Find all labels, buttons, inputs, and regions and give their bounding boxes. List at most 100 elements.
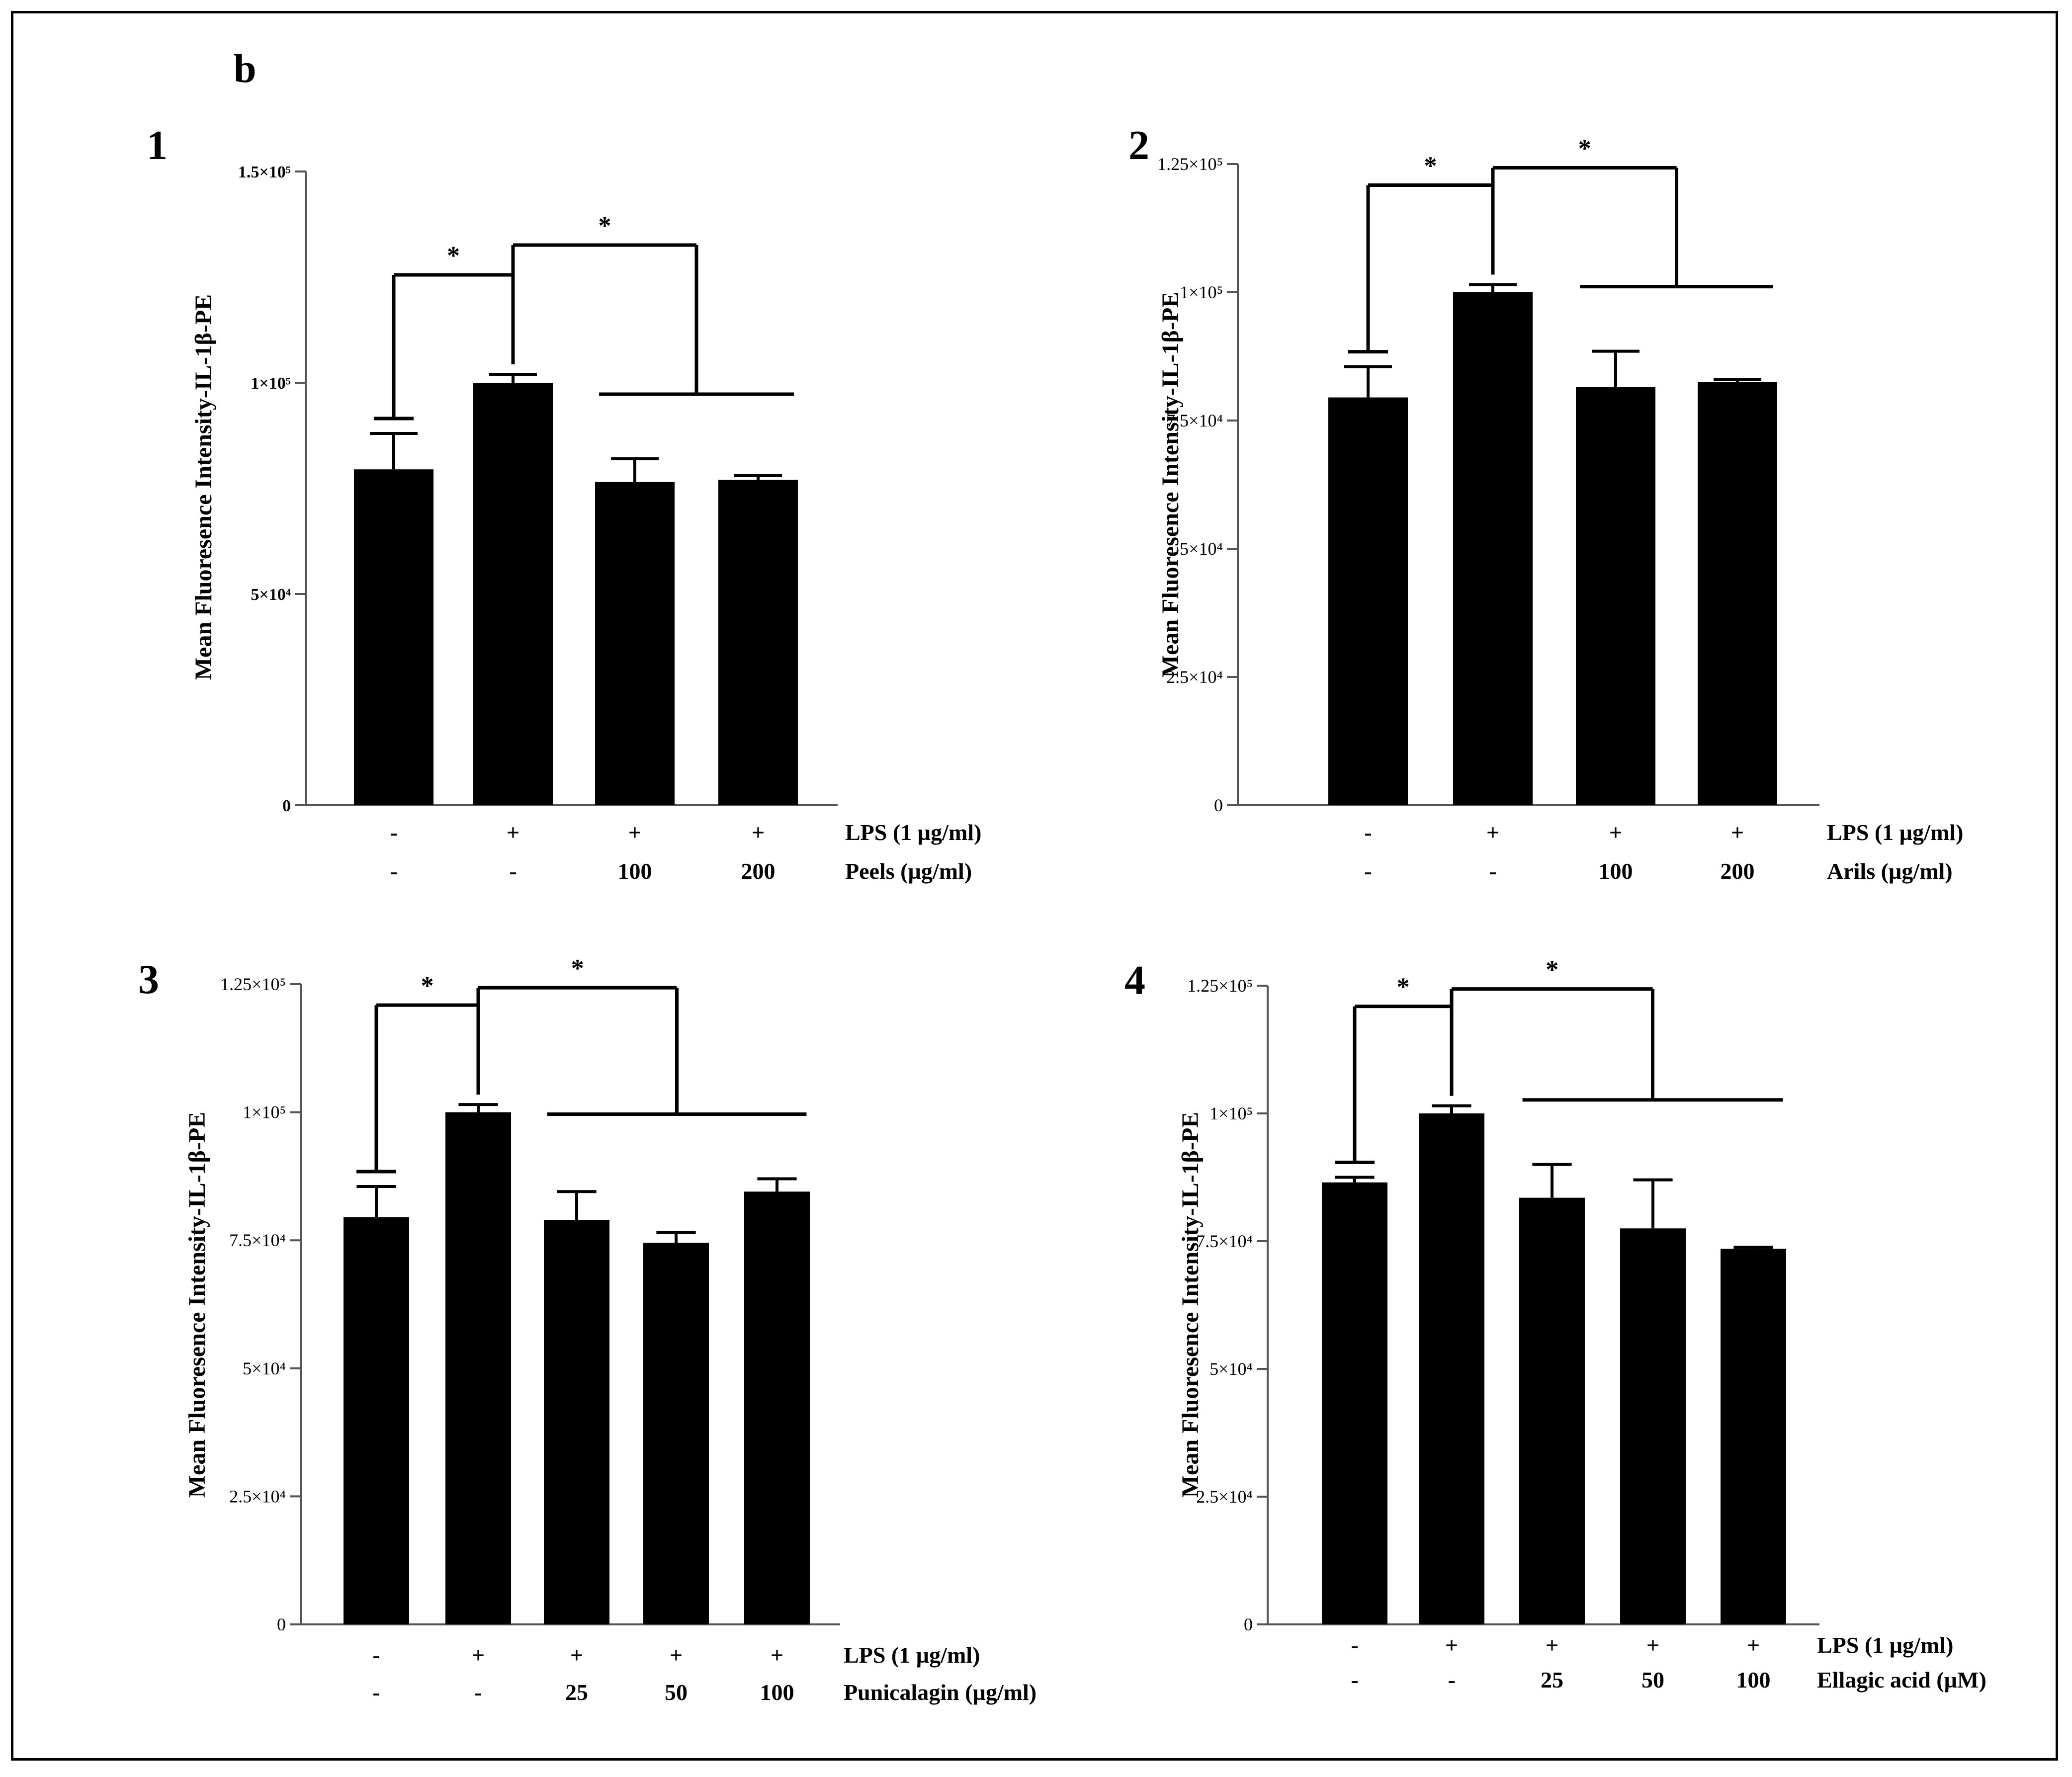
y-tick-label: 0: [277, 1614, 286, 1634]
x-row-cell: +: [570, 1642, 583, 1668]
x-row-cell: +: [670, 1642, 683, 1668]
y-axis-label: Mean Fluoresence Intensity-IL-1β-PE: [190, 294, 217, 680]
y-tick-label: 5×10⁴: [1180, 539, 1223, 559]
bar: [354, 469, 433, 805]
bar: [1419, 1113, 1484, 1624]
chart-panel-4: 4 0 2.5×10⁴ 5×10⁴ 7.5×10⁴ 1×10⁵ 1.25×10⁵ Mean F…: [1124, 956, 1986, 1692]
x-row-label: Ellagic acid (µM): [1817, 1667, 1986, 1692]
x-row-cell: +: [1747, 1632, 1760, 1658]
x-row-cell: +: [1609, 820, 1622, 845]
sig-star: *: [421, 972, 434, 1000]
x-row-cell: +: [752, 820, 765, 845]
charts-group: 1 0 5×10⁴ 1×10⁵ 1.5×10⁵ Mean Fluoresence Inte…: [138, 122, 1986, 1705]
y-tick-label: 1.5×10⁵: [238, 163, 291, 181]
panel-number: 3: [138, 956, 159, 1003]
y-tick-label: 7.5×10⁴: [1196, 1231, 1253, 1251]
panel-number: 4: [1124, 957, 1145, 1004]
figure-frame: [11, 11, 2058, 1761]
figure-label: b: [234, 46, 257, 91]
y-tick-label: 0: [1244, 1614, 1253, 1634]
sig-star: *: [571, 954, 584, 983]
x-row-cell: -: [390, 820, 397, 845]
x-row-cell: 50: [665, 1680, 688, 1705]
x-row-cell: +: [1445, 1632, 1458, 1658]
x-row-cell: +: [628, 820, 641, 845]
x-row-cell: -: [372, 1642, 380, 1668]
sig-star: *: [1546, 956, 1558, 984]
y-tick-label: 7.5×10⁴: [1166, 411, 1223, 430]
bar: [344, 1217, 409, 1624]
x-row-cell: 100: [760, 1680, 794, 1705]
x-row-cell: 200: [741, 858, 776, 884]
x-row-cell: 100: [1736, 1667, 1771, 1692]
y-tick-label: 1×10⁵: [243, 1102, 286, 1122]
x-row-cell: +: [1546, 1632, 1558, 1658]
bar: [1322, 1182, 1387, 1624]
sig-star: *: [1397, 973, 1410, 1002]
y-tick-label: 1×10⁵: [1209, 1103, 1253, 1123]
chart-panel-2: 2 0 2.5×10⁴ 5×10⁴ 7.5×10⁴ 1×10⁵ 1.25×10⁵ Mean F…: [1128, 122, 1963, 884]
x-row-cell: 100: [1599, 858, 1633, 884]
y-tick-label: 1.25×10⁵: [1157, 154, 1223, 174]
x-row-cell: 100: [618, 858, 652, 884]
bar: [718, 480, 798, 805]
x-row-cell: -: [1448, 1667, 1455, 1692]
sig-star: *: [1424, 152, 1437, 180]
sig-star: *: [447, 242, 460, 270]
sig-star: *: [1578, 135, 1591, 163]
y-tick-label: 2.5×10⁴: [1196, 1487, 1253, 1507]
chart-panel-1: 1 0 5×10⁴ 1×10⁵ 1.5×10⁵ Mean Fluoresence Inte…: [147, 122, 981, 884]
x-row-cell: 25: [565, 1680, 588, 1705]
bar: [1721, 1249, 1786, 1624]
x-row-cell: +: [507, 820, 519, 845]
x-row-cell: -: [372, 1680, 380, 1705]
y-tick-label: 7.5×10⁴: [229, 1230, 286, 1250]
x-row-label: Peels (µg/ml): [845, 858, 972, 884]
x-row-cell: -: [474, 1680, 482, 1705]
x-row-label: Punicalagin (µg/ml): [844, 1680, 1036, 1705]
x-row-cell: +: [1646, 1632, 1659, 1658]
x-row-cell: +: [771, 1642, 783, 1668]
x-row-cell: +: [1731, 820, 1744, 845]
x-row-cell: -: [390, 858, 397, 884]
y-axis-label: Mean Fluoresence Intensity-IL-1β-PE: [1157, 292, 1184, 677]
bar: [473, 383, 553, 805]
bar: [643, 1243, 709, 1624]
y-tick-label: 2.5×10⁴: [229, 1486, 286, 1506]
x-row-cell: -: [1351, 1667, 1358, 1692]
bar: [1576, 387, 1655, 805]
x-row-label: Arils (µg/ml): [1827, 858, 1953, 884]
y-tick-label: 5×10⁴: [1209, 1359, 1253, 1379]
x-row-label: LPS (1 µg/ml): [1827, 820, 1963, 845]
y-tick-label: 1×10⁵: [1180, 282, 1223, 302]
y-axis-label: Mean Fluoresence Intensity-IL-1β-PE: [1177, 1112, 1204, 1498]
y-tick-label: 1×10⁵: [251, 374, 291, 393]
bar: [1519, 1197, 1585, 1624]
y-tick-label: 5×10⁴: [251, 586, 291, 604]
bar: [445, 1112, 511, 1624]
chart-panel-3: 3 0 2.5×10⁴ 5×10⁴ 7.5×10⁴ 1×10⁵ 1.25×10⁵ Mean F…: [138, 954, 1036, 1705]
bar: [595, 482, 675, 805]
x-row-cell: -: [1489, 858, 1496, 884]
y-axis-label: Mean Fluoresence Intensity-IL-1β-PE: [184, 1112, 210, 1498]
bar: [1328, 397, 1408, 805]
bar: [744, 1191, 810, 1624]
bar: [1698, 382, 1777, 805]
bar: [1620, 1228, 1686, 1624]
x-row-cell: +: [472, 1642, 485, 1668]
y-tick-label: 0: [282, 797, 291, 815]
bar: [1453, 292, 1533, 805]
x-row-cell: -: [1364, 820, 1372, 845]
x-row-cell: -: [1351, 1632, 1358, 1658]
y-tick-label: 0: [1214, 795, 1223, 815]
sig-star: *: [599, 212, 611, 240]
panel-number: 1: [147, 122, 168, 169]
x-row-cell: 50: [1641, 1667, 1664, 1692]
x-row-label: LPS (1 µg/ml): [844, 1642, 980, 1668]
y-tick-label: 1.25×10⁵: [1187, 976, 1253, 996]
x-row-label: LPS (1 µg/ml): [845, 820, 981, 845]
x-row-cell: 25: [1541, 1667, 1563, 1692]
x-row-cell: -: [509, 858, 517, 884]
